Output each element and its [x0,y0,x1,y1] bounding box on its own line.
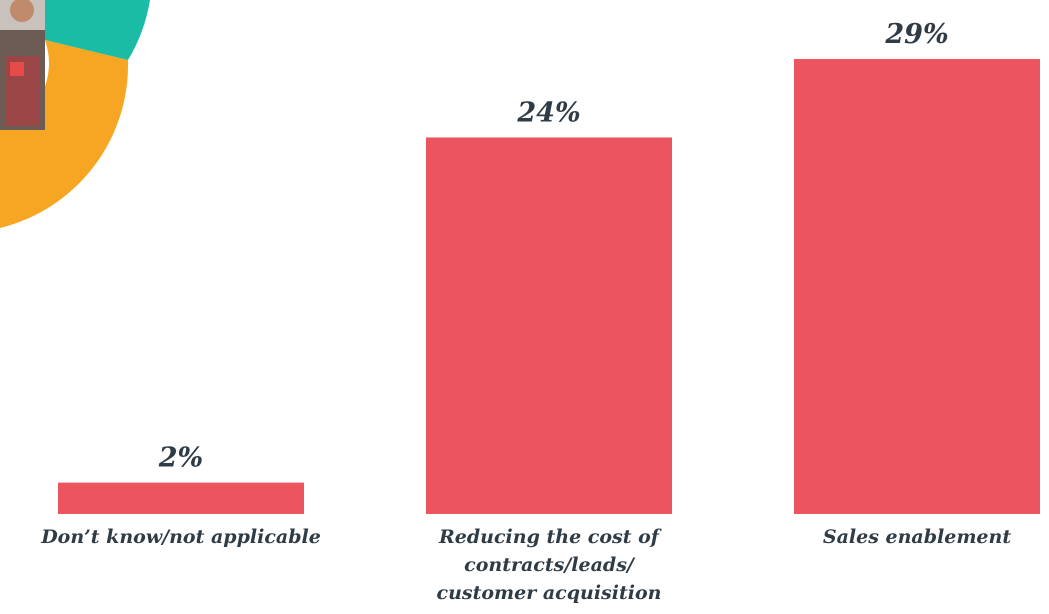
category-labels: Don’t know/not applicable Reducing the co… [40,526,1011,604]
bars [58,59,1040,514]
bar-value-label-1: 2% [158,443,203,474]
value-labels: 2% 24% 29% [158,19,949,474]
category-label-2: Reducing the cost of contracts/leads/cust… [437,526,662,604]
bar-3 [794,59,1040,514]
donut-segment-teal [45,0,150,60]
photo-thumbnail [0,0,45,130]
bar-value-label-2: 24% [516,97,580,128]
category-label-line: Sales enablement [823,526,1011,548]
category-label-3: Sales enablement [823,526,1011,548]
category-label-line: contracts/leads/ [464,554,636,576]
bar-2 [426,137,672,514]
category-label-line: Don’t know/not applicable [40,526,321,548]
category-label-line: customer acquisition [437,582,662,604]
bar-1 [58,482,304,514]
decorative-donut-graphic [0,0,150,228]
category-label-1: Don’t know/not applicable [40,526,321,548]
category-label-line: Reducing the cost of [438,526,662,548]
donut-segment-orange [0,40,129,228]
bar-value-label-3: 29% [884,19,948,50]
